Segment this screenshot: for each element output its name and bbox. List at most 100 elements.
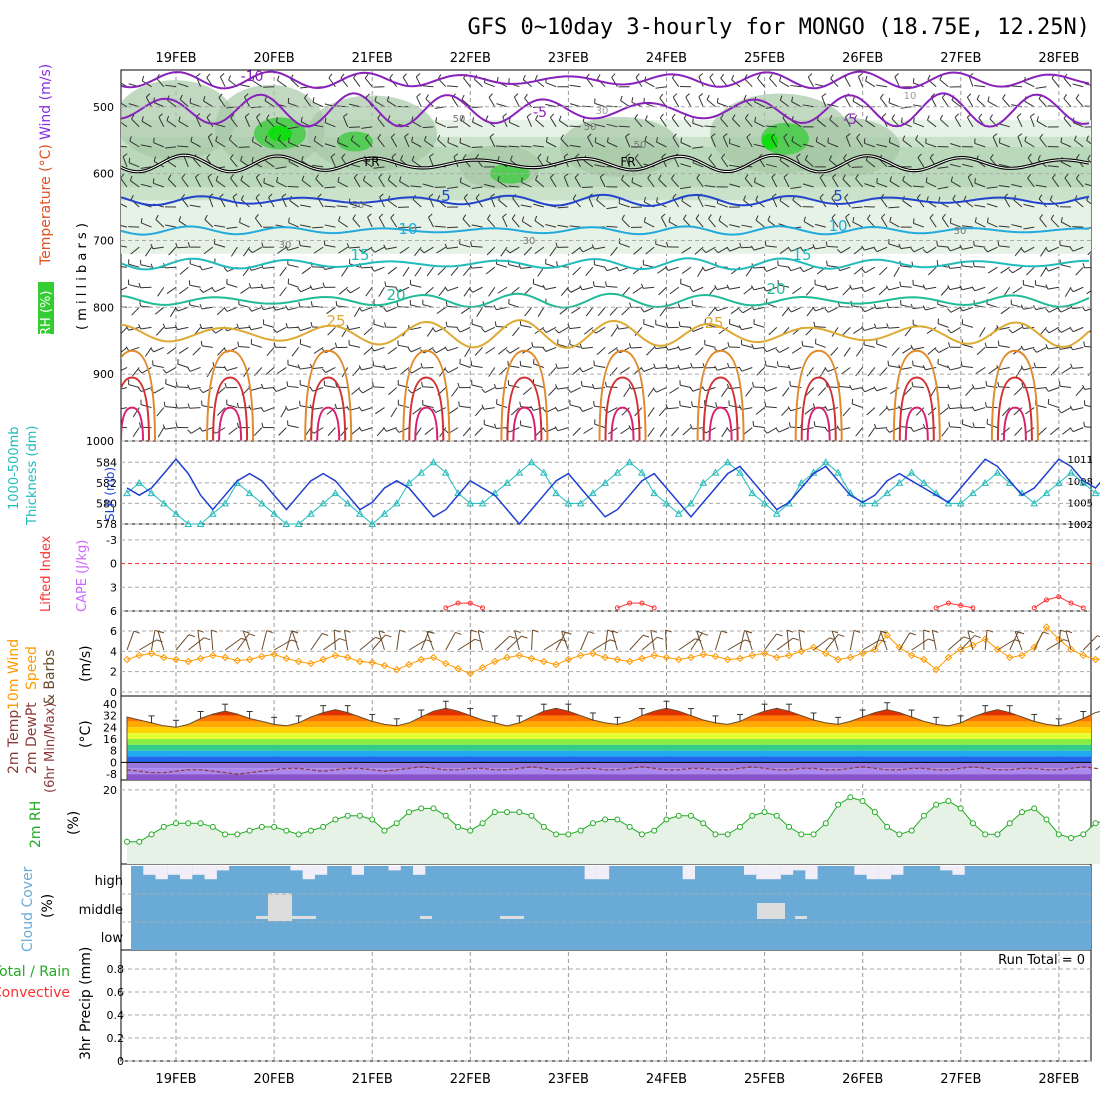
wind-barb-flag <box>138 324 142 330</box>
wind-barb <box>361 203 373 208</box>
wind-barb <box>999 142 1010 148</box>
wind-barb <box>1084 387 1091 391</box>
wind-barb-flag <box>746 133 751 138</box>
wind10m-barb <box>948 636 964 651</box>
wind-barb <box>545 286 557 291</box>
wind-barb <box>130 246 140 255</box>
wind-barb <box>779 246 790 254</box>
rh-point <box>160 823 167 830</box>
wind-barb <box>512 197 520 208</box>
wind-barb-flag <box>297 326 301 331</box>
wind-barb <box>853 246 863 255</box>
wind-barb-flag <box>873 423 877 429</box>
thickness-point <box>441 468 450 476</box>
wind-barb-flag <box>574 173 579 178</box>
wind10m-point <box>883 631 891 639</box>
wind-barb <box>361 306 373 312</box>
wind-barb-flag <box>129 136 132 142</box>
thickness-point <box>638 468 646 476</box>
wind-barb <box>966 97 974 108</box>
wind-barb-flag <box>1060 217 1063 223</box>
wind-barb <box>941 217 949 228</box>
wind-barb <box>387 179 398 188</box>
wind-barb <box>974 142 986 148</box>
wind-barb <box>680 142 692 148</box>
wind-barb-flag <box>391 153 397 158</box>
rh-blob <box>560 116 680 177</box>
wind-barb <box>385 246 397 250</box>
wind-barb <box>791 120 802 128</box>
wind10m-barb-flag <box>745 630 753 634</box>
wind-barb-flag <box>579 367 584 373</box>
wind-barb-flag <box>175 381 178 387</box>
wind10m-barb-flag <box>266 630 273 634</box>
wind10m-barb-flag <box>157 630 165 634</box>
wind-barb-flag <box>779 76 782 82</box>
wind-barb-flag <box>1002 94 1006 99</box>
wind-barb <box>1048 326 1060 334</box>
wind-barb-flag <box>685 93 690 98</box>
wind-barb-flag <box>343 113 348 118</box>
wind-barb <box>498 347 508 355</box>
rh-saturated <box>268 125 292 142</box>
wind-barb-flag <box>358 306 363 312</box>
wind-barb-flag <box>432 408 437 413</box>
wind-barb <box>841 367 851 375</box>
warm-loop <box>414 406 439 441</box>
wind-barb-flag <box>372 360 375 366</box>
wind-barb-flag <box>251 136 254 142</box>
wind-barb <box>962 306 974 312</box>
wind-barb-flag <box>567 388 572 393</box>
wind-barb <box>765 125 777 128</box>
wind-barb-flag <box>915 134 919 140</box>
wind-barb <box>304 97 312 108</box>
wind-barb <box>697 266 704 277</box>
wind-barb <box>643 367 655 372</box>
wind10m-barb <box>696 630 704 651</box>
wind-barb <box>361 427 373 432</box>
wind-barb-flag <box>330 153 336 158</box>
wind-barb-flag <box>827 137 829 143</box>
wind-barb <box>131 306 140 316</box>
warm-loop <box>604 376 641 441</box>
wind10m-point <box>160 653 168 662</box>
wind-barb <box>353 77 361 88</box>
wind-barb <box>251 387 262 391</box>
wind-barb <box>904 327 913 337</box>
wind-barb-flag <box>659 93 664 99</box>
cloud-high-gap <box>167 866 181 875</box>
precip-tick: 0 <box>117 1055 124 1068</box>
isotherm-freezing-core <box>121 154 1090 173</box>
wind-barb-flag <box>309 284 313 290</box>
wind-barb-flag <box>458 401 460 407</box>
wind-barb-flag <box>251 156 254 163</box>
wind-barb-flag <box>239 217 241 223</box>
wind10m-barb-flag <box>974 635 981 639</box>
wind-barb <box>244 116 251 128</box>
wind10m-barb <box>849 630 855 651</box>
wind-barb <box>851 286 863 290</box>
wind-barb <box>464 347 471 358</box>
cloud-high-gap <box>412 866 426 875</box>
date-label-top: 27FEB <box>940 51 981 66</box>
wind-barb <box>1075 178 1084 188</box>
wind-barb <box>422 126 434 129</box>
wind-barb <box>741 366 753 372</box>
rh-area <box>127 797 1100 864</box>
wind-barb-flag <box>902 175 905 181</box>
panel-frame <box>120 949 1092 1062</box>
wind-barb <box>692 387 704 392</box>
wind-barb-flag <box>387 175 391 181</box>
wind-barb-flag <box>542 347 547 352</box>
wind-barb <box>549 177 557 188</box>
wind-barb-flag <box>1070 363 1073 369</box>
wind-barb <box>414 266 422 277</box>
date-axis-bottom: 19FEB 20FEB 21FEB 22FEB 23FEB 24FEB 25FEB 26FEB… <box>155 1072 1079 1087</box>
wind-barb-flag <box>634 114 639 119</box>
wind-barb <box>330 156 336 168</box>
wind-barb-flag <box>776 361 779 367</box>
wind-barb-flag <box>596 195 600 201</box>
thickness-point <box>993 468 1002 476</box>
wind-barb <box>121 177 128 188</box>
warm-loop <box>708 406 733 441</box>
